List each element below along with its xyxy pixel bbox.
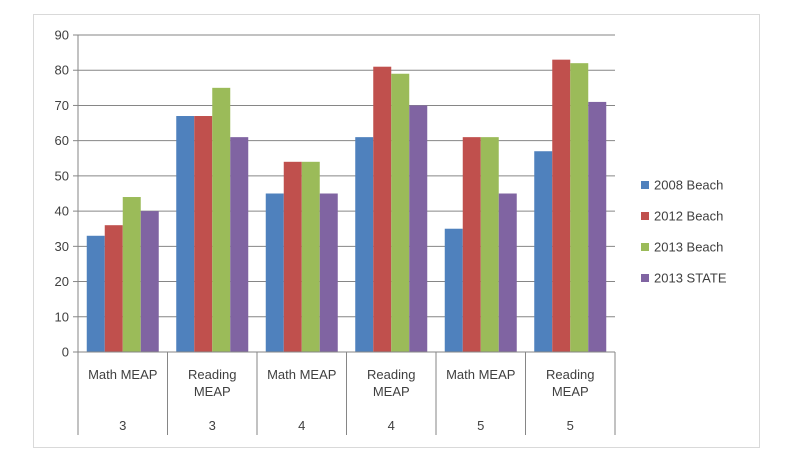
legend-swatch [641,181,649,189]
category-label-test: Math MEAP [446,367,515,382]
legend-label: 2008 Beach [654,178,723,193]
legend-label: 2013 Beach [654,240,723,255]
legend-swatch [641,243,649,251]
gridlines [73,34,615,353]
x-axis-category-labels: Math MEAP 3 Reading MEAP 3 Math MEAP 4 Reading M… [88,367,594,433]
y-tick-label: 50 [55,168,69,183]
legend: 2008 Beach 2012 Beach 2013 Beach 2013 STATE [641,178,727,286]
category-label-grade: 5 [477,418,484,433]
legend-label: 2013 STATE [654,271,727,286]
category-label-grade: 5 [567,418,574,433]
bar [283,161,302,352]
bar [355,137,374,352]
y-tick-label: 90 [55,28,69,43]
bar [140,211,159,352]
bar [176,116,195,352]
bar [319,193,338,352]
y-tick-label: 80 [55,63,69,78]
category-label-test: Math MEAP [267,367,336,382]
y-tick-label: 10 [55,309,69,324]
bar [409,105,428,352]
legend-swatch [641,274,649,282]
bars [86,59,607,353]
bar [444,228,463,352]
category-label-grade: 3 [209,418,216,433]
category-label-test: Reading MEAP [367,367,415,399]
category-label-grade: 4 [388,418,395,433]
bar [570,63,589,353]
bar [588,101,607,352]
bar [391,73,410,352]
category-label-test: Reading MEAP [546,367,594,399]
category-label-test: Reading MEAP [188,367,236,399]
legend-label: 2012 Beach [654,209,723,224]
bar [534,151,553,352]
y-tick-label: 20 [55,274,69,289]
axes [77,35,616,435]
category-label-grade: 3 [119,418,126,433]
bar [480,137,499,352]
bar [265,193,284,352]
bar [230,137,249,352]
bar [301,161,320,352]
bar [552,59,571,353]
bar [122,197,141,352]
legend-swatch [641,212,649,220]
bar [498,193,517,352]
bar [194,116,213,352]
category-label-test: Math MEAP [88,367,157,382]
bar [104,225,123,352]
y-tick-label: 60 [55,133,69,148]
y-axis-tick-labels: 0 10 20 30 40 50 60 70 80 90 [55,28,69,360]
category-label-grade: 4 [298,418,305,433]
bar [86,235,105,352]
y-tick-label: 70 [55,98,69,113]
y-tick-label: 0 [62,345,69,360]
y-tick-label: 40 [55,204,69,219]
bar [462,137,481,352]
y-tick-label: 30 [55,239,69,254]
bar [212,87,231,352]
bar [373,66,392,352]
